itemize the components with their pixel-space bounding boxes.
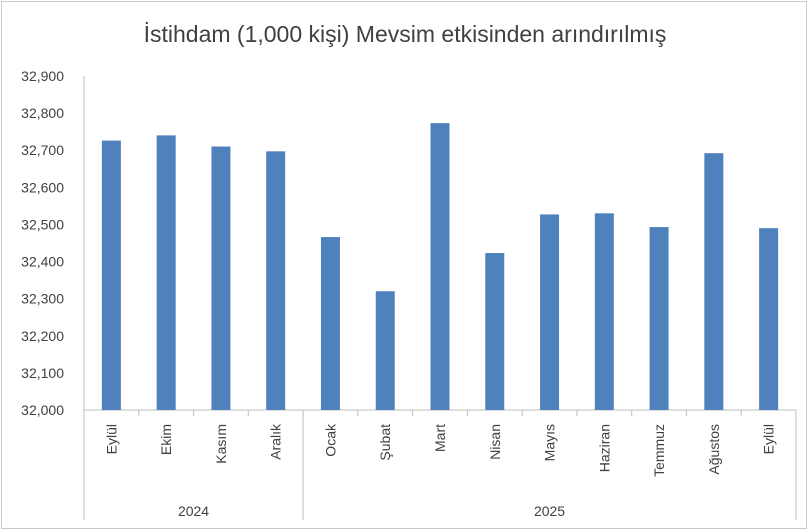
bar-7 xyxy=(430,123,450,411)
x-tick-label: Mayıs xyxy=(542,424,558,461)
chart-bars xyxy=(101,123,779,411)
y-tick-label: 32,800 xyxy=(21,105,64,121)
y-tick-label: 32,200 xyxy=(21,328,64,344)
bar-5 xyxy=(320,237,340,410)
bar-2 xyxy=(156,135,176,410)
y-tick-label: 32,700 xyxy=(21,142,64,158)
bar-9 xyxy=(540,214,560,410)
bar-10 xyxy=(594,213,614,410)
y-tick-label: 32,600 xyxy=(21,179,64,195)
bar-3 xyxy=(211,146,231,410)
x-group-labels: 2024 2025 xyxy=(178,503,565,519)
x-tick-label: Haziran xyxy=(596,424,612,472)
y-tick-label: 32,900 xyxy=(21,68,64,84)
y-tick-label: 32,500 xyxy=(21,216,64,232)
group-label: 2024 xyxy=(178,503,209,519)
y-tick-label: 32,000 xyxy=(21,402,64,418)
y-tick-label: 32,100 xyxy=(21,365,64,381)
x-tick-label: Mart xyxy=(432,424,448,452)
bar-13 xyxy=(759,228,779,410)
group-label: 2025 xyxy=(534,503,565,519)
x-tick-label: Temmuz xyxy=(651,424,667,477)
bar-8 xyxy=(485,253,505,410)
bar-4 xyxy=(266,151,286,410)
x-tick-labels: Eylül Ekim Kasım Aralık Ocak Şubat Mart Nisan Ma… xyxy=(103,423,776,477)
x-tick-label: Şubat xyxy=(377,424,393,461)
x-tick-label: Kasım xyxy=(213,424,229,464)
x-tick-label: Aralık xyxy=(268,423,284,460)
x-tick-label: Nisan xyxy=(487,424,503,460)
x-tick-label: Eylül xyxy=(761,424,777,454)
bar-1 xyxy=(101,140,121,410)
bar-12 xyxy=(704,153,724,411)
x-tick-label: Ocak xyxy=(322,423,338,457)
bar-6 xyxy=(375,291,395,410)
chart-title: İstihdam (1,000 kişi) Mevsim etkisinden … xyxy=(144,21,667,47)
y-tick-label: 32,300 xyxy=(21,291,64,307)
bar-11 xyxy=(649,227,669,410)
x-tick-label: Eylül xyxy=(103,424,119,454)
x-tick-label: Ağustos xyxy=(706,424,722,475)
y-tick-label: 32,400 xyxy=(21,254,64,270)
y-tick-labels: 32,000 32,100 32,200 32,300 32,400 32,500 32,6… xyxy=(21,68,64,418)
x-tick-label: Ekim xyxy=(158,424,174,455)
